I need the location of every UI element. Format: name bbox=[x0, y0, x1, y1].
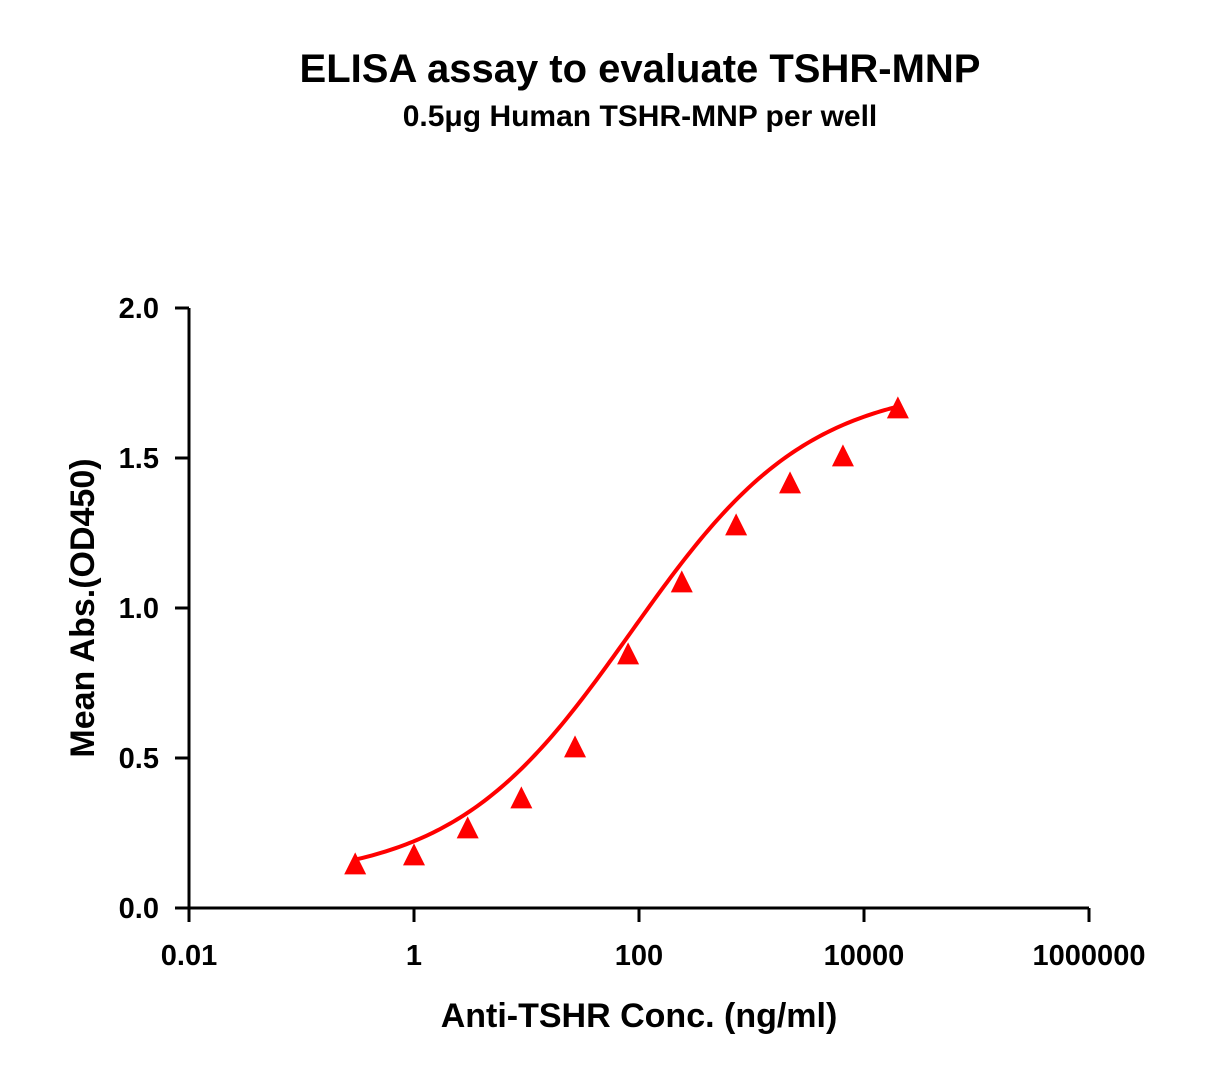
x-tick-label: 0.01 bbox=[161, 940, 217, 972]
x-tick-label: 100 bbox=[615, 940, 663, 972]
y-tick-label: 0.0 bbox=[119, 893, 159, 925]
x-tick-label: 1 bbox=[406, 940, 422, 972]
data-points bbox=[344, 396, 909, 875]
y-tick-label: 1.0 bbox=[119, 593, 159, 625]
data-point bbox=[344, 852, 367, 875]
x-tick-label: 1000000 bbox=[1033, 940, 1146, 972]
y-tick-label: 1.5 bbox=[119, 443, 159, 475]
chart-title: ELISA assay to evaluate TSHR-MNP bbox=[299, 47, 981, 91]
data-point bbox=[510, 786, 533, 809]
y-tick-label: 0.5 bbox=[119, 743, 159, 775]
y-axis-title: Mean Abs.(OD450) bbox=[64, 458, 102, 757]
axes: 0.0 0.5 1.0 1.5 2.0 0.01 1 100 10000 1000000 bbox=[119, 293, 1146, 972]
data-point bbox=[564, 735, 587, 758]
data-point bbox=[725, 513, 748, 536]
data-point bbox=[617, 642, 640, 665]
y-tick-label: 2.0 bbox=[119, 293, 159, 325]
data-point bbox=[403, 843, 425, 866]
x-ticks: 0.01 1 100 10000 1000000 bbox=[161, 908, 1146, 972]
data-point bbox=[831, 444, 854, 467]
y-ticks: 0.0 0.5 1.0 1.5 2.0 bbox=[119, 293, 189, 925]
chart-subtitle: 0.5μg Human TSHR-MNP per well bbox=[402, 100, 878, 133]
fit-curve bbox=[354, 404, 899, 862]
x-axis-title: Anti-TSHR Conc. (ng/ml) bbox=[441, 997, 838, 1035]
x-tick-label: 10000 bbox=[824, 940, 905, 972]
data-point bbox=[779, 471, 802, 494]
data-point bbox=[670, 570, 693, 593]
data-point bbox=[456, 816, 479, 839]
data-point bbox=[886, 396, 909, 419]
